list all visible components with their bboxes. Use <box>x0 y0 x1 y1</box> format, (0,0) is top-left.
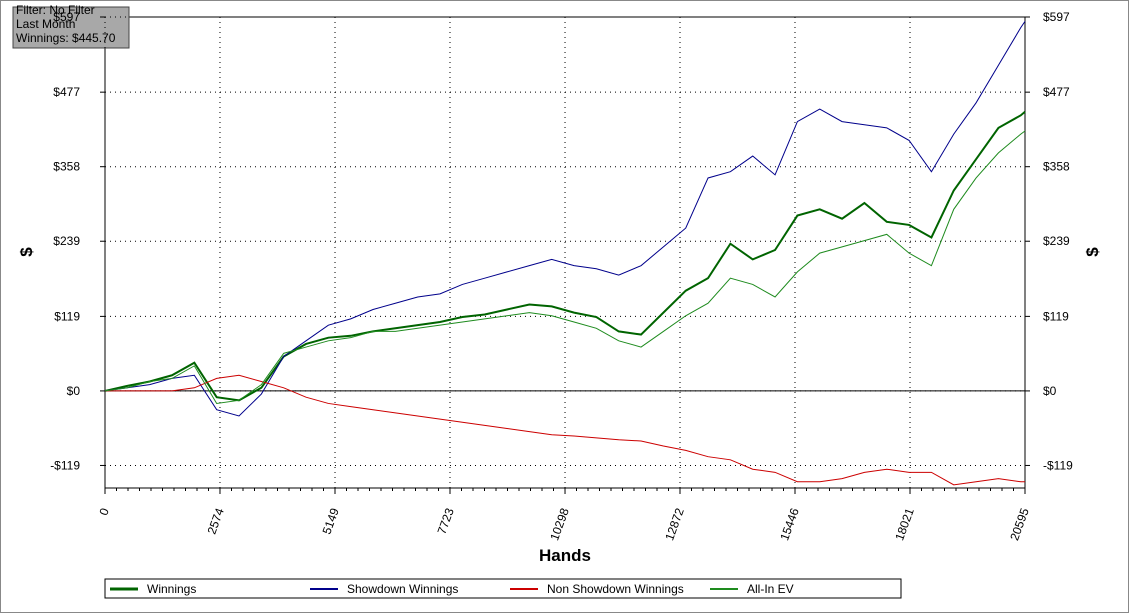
y2-tick-label: $358 <box>1043 160 1070 174</box>
y-tick-label: -$119 <box>50 458 80 472</box>
y2-axis-label: $ <box>1083 247 1102 257</box>
x-axis-label: Hands <box>539 546 591 565</box>
y2-tick-label: $0 <box>1043 384 1057 398</box>
legend-label: Winnings <box>147 582 196 596</box>
series-line <box>104 21 1026 417</box>
filter-box-bg <box>12 6 130 49</box>
y-tick-label: $597 <box>53 10 80 24</box>
y2-tick-label: $477 <box>1043 85 1070 99</box>
y-tick-label: $239 <box>53 234 80 248</box>
legend-label: Showdown Winnings <box>347 582 458 596</box>
y2-tick-label: $239 <box>1043 234 1070 248</box>
series-line <box>104 110 1026 402</box>
y-axis-label: $ <box>17 247 36 257</box>
y2-tick-label: $119 <box>1043 309 1069 323</box>
y-tick-label: $358 <box>53 160 80 174</box>
y-tick-label: $477 <box>53 85 80 99</box>
legend <box>104 578 902 599</box>
legend-label: Non Showdown Winnings <box>547 582 684 596</box>
y-tick-label: $119 <box>54 309 80 323</box>
legend-label: All-In EV <box>747 582 794 596</box>
filter-box: Filter: No Filter Last Month Winnings: $… <box>12 3 130 49</box>
y2-tick-label: -$119 <box>1043 458 1073 472</box>
series-line <box>105 374 1025 486</box>
filter-text: Filter: No Filter <box>16 3 95 17</box>
filter-text: Winnings: $445.70 <box>16 31 116 45</box>
y2-tick-label: $597 <box>1043 10 1070 24</box>
series-line <box>104 130 1026 404</box>
x-tick-label: 0 <box>96 506 112 517</box>
filter-text: Last Month <box>16 17 75 31</box>
y-tick-label: $0 <box>67 384 81 398</box>
